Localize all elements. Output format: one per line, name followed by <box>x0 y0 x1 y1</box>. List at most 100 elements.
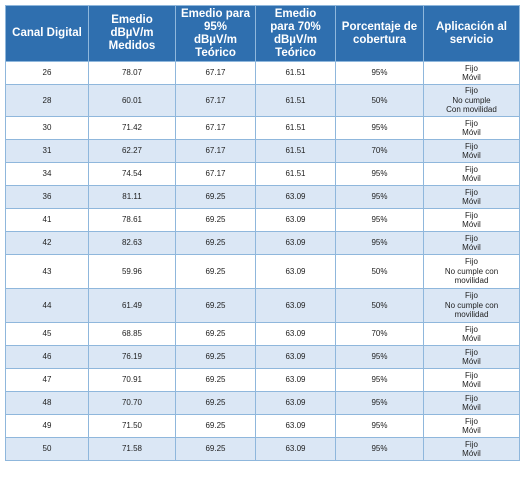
porcentaje-cell: 95% <box>335 208 424 232</box>
table-row: 34 74.54 67.17 61.51 95% Fijo Móvil <box>5 162 520 186</box>
teorico-95-cell: 69.25 <box>175 345 256 369</box>
header-porcentaje: Porcentaje de cobertura <box>335 5 424 62</box>
teorico-70-cell: 61.51 <box>255 139 336 163</box>
porcentaje-cell: 95% <box>335 414 424 438</box>
medido-cell: 59.96 <box>88 254 176 289</box>
teorico-95-cell: 69.25 <box>175 254 256 289</box>
teorico-70-cell: 63.09 <box>255 437 336 461</box>
canal-cell: 47 <box>5 368 89 392</box>
aplicacion-cell: Fijo Móvil <box>423 345 520 369</box>
teorico-70-cell: 63.09 <box>255 185 336 209</box>
teorico-95-cell: 69.25 <box>175 414 256 438</box>
teorico-70-cell: 63.09 <box>255 322 336 346</box>
aplicacion-cell: Fijo Móvil <box>423 231 520 255</box>
canal-cell: 26 <box>5 61 89 85</box>
canal-cell: 36 <box>5 185 89 209</box>
teorico-95-cell: 69.25 <box>175 185 256 209</box>
table-body: 26 78.07 67.17 61.51 95% Fijo Móvil 28 60.01 67.… <box>5 61 520 461</box>
teorico-70-cell: 63.09 <box>255 345 336 369</box>
teorico-70-cell: 61.51 <box>255 84 336 117</box>
medido-cell: 82.63 <box>88 231 176 255</box>
porcentaje-cell: 50% <box>335 288 424 323</box>
teorico-95-cell: 67.17 <box>175 116 256 140</box>
table-row: 36 81.11 69.25 63.09 95% Fijo Móvil <box>5 185 520 209</box>
medido-cell: 71.42 <box>88 116 176 140</box>
porcentaje-cell: 50% <box>335 254 424 289</box>
medido-cell: 71.58 <box>88 437 176 461</box>
table-row: 49 71.50 69.25 63.09 95% Fijo Móvil <box>5 414 520 438</box>
canal-cell: 50 <box>5 437 89 461</box>
medido-cell: 70.70 <box>88 391 176 415</box>
teorico-95-cell: 69.25 <box>175 391 256 415</box>
table-header: Canal Digital Emedio dBµV/m Medidos Emed… <box>5 5 520 62</box>
canal-cell: 30 <box>5 116 89 140</box>
teorico-95-cell: 67.17 <box>175 61 256 85</box>
medido-cell: 70.91 <box>88 368 176 392</box>
teorico-70-cell: 63.09 <box>255 368 336 392</box>
aplicacion-cell: Fijo Móvil <box>423 368 520 392</box>
porcentaje-cell: 70% <box>335 322 424 346</box>
medido-cell: 81.11 <box>88 185 176 209</box>
porcentaje-cell: 95% <box>335 231 424 255</box>
teorico-95-cell: 69.25 <box>175 368 256 392</box>
medido-cell: 78.07 <box>88 61 176 85</box>
aplicacion-cell: Fijo Móvil <box>423 322 520 346</box>
medido-cell: 78.61 <box>88 208 176 232</box>
porcentaje-cell: 95% <box>335 391 424 415</box>
table-row: 42 82.63 69.25 63.09 95% Fijo Móvil <box>5 231 520 255</box>
coverage-table: Canal Digital Emedio dBµV/m Medidos Emed… <box>5 5 520 461</box>
canal-cell: 28 <box>5 84 89 117</box>
medido-cell: 62.27 <box>88 139 176 163</box>
canal-cell: 48 <box>5 391 89 415</box>
aplicacion-cell: Fijo Móvil <box>423 437 520 461</box>
teorico-70-cell: 63.09 <box>255 414 336 438</box>
aplicacion-cell: Fijo Móvil <box>423 414 520 438</box>
teorico-70-cell: 61.51 <box>255 61 336 85</box>
medido-cell: 60.01 <box>88 84 176 117</box>
header-canal-digital: Canal Digital <box>5 5 89 62</box>
table-row: 31 62.27 67.17 61.51 70% Fijo Móvil <box>5 139 520 163</box>
header-emedio-medidos: Emedio dBµV/m Medidos <box>88 5 176 62</box>
teorico-95-cell: 69.25 <box>175 231 256 255</box>
aplicacion-cell: Fijo Móvil <box>423 391 520 415</box>
table-row: 46 76.19 69.25 63.09 95% Fijo Móvil <box>5 345 520 369</box>
teorico-95-cell: 67.17 <box>175 139 256 163</box>
porcentaje-cell: 95% <box>335 185 424 209</box>
teorico-95-cell: 69.25 <box>175 322 256 346</box>
header-emedio-95: Emedio para 95% dBµV/m Teórico <box>175 5 256 62</box>
medido-cell: 68.85 <box>88 322 176 346</box>
teorico-95-cell: 67.17 <box>175 84 256 117</box>
porcentaje-cell: 95% <box>335 437 424 461</box>
teorico-70-cell: 63.09 <box>255 254 336 289</box>
canal-cell: 42 <box>5 231 89 255</box>
teorico-95-cell: 67.17 <box>175 162 256 186</box>
teorico-70-cell: 61.51 <box>255 162 336 186</box>
medido-cell: 74.54 <box>88 162 176 186</box>
teorico-70-cell: 63.09 <box>255 391 336 415</box>
medido-cell: 71.50 <box>88 414 176 438</box>
canal-cell: 34 <box>5 162 89 186</box>
aplicacion-cell: Fijo Móvil <box>423 162 520 186</box>
canal-cell: 31 <box>5 139 89 163</box>
header-emedio-70: Emedio para 70% dBµV/m Teórico <box>255 5 336 62</box>
canal-cell: 49 <box>5 414 89 438</box>
header-row: Canal Digital Emedio dBµV/m Medidos Emed… <box>5 5 520 62</box>
teorico-95-cell: 69.25 <box>175 208 256 232</box>
teorico-70-cell: 63.09 <box>255 288 336 323</box>
table-row: 44 61.49 69.25 63.09 50% Fijo No cumple con m… <box>5 288 520 323</box>
aplicacion-cell: Fijo No cumple con movilidad <box>423 288 520 323</box>
porcentaje-cell: 95% <box>335 162 424 186</box>
table-row: 28 60.01 67.17 61.51 50% Fijo No cumple Con m… <box>5 84 520 117</box>
porcentaje-cell: 50% <box>335 84 424 117</box>
aplicacion-cell: Fijo Móvil <box>423 61 520 85</box>
teorico-95-cell: 69.25 <box>175 437 256 461</box>
canal-cell: 44 <box>5 288 89 323</box>
canal-cell: 41 <box>5 208 89 232</box>
teorico-70-cell: 63.09 <box>255 208 336 232</box>
table-row: 30 71.42 67.17 61.51 95% Fijo Móvil <box>5 116 520 140</box>
teorico-70-cell: 63.09 <box>255 231 336 255</box>
table-row: 50 71.58 69.25 63.09 95% Fijo Móvil <box>5 437 520 461</box>
porcentaje-cell: 95% <box>335 61 424 85</box>
porcentaje-cell: 95% <box>335 345 424 369</box>
porcentaje-cell: 95% <box>335 116 424 140</box>
